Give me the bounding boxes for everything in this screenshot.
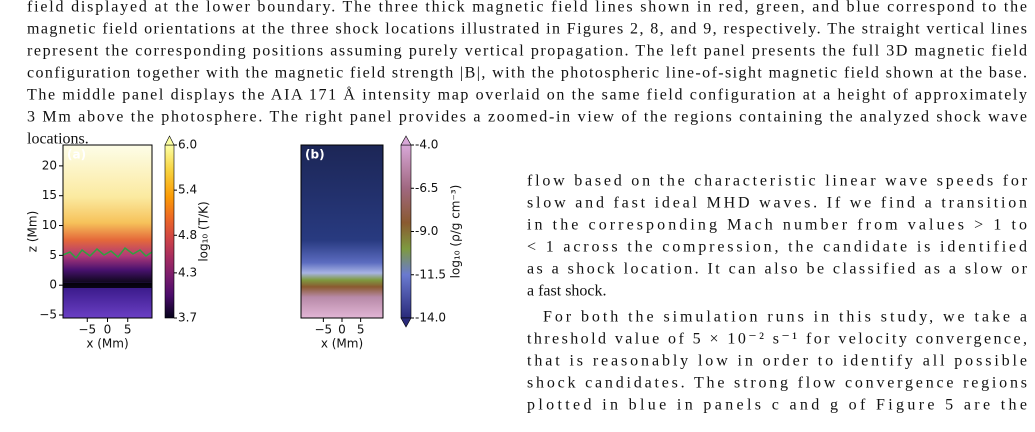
body-line: < 1 across the compression, the candidat… (527, 239, 1027, 256)
colorbar-tick-label: -9.0 (415, 224, 438, 238)
x-axis-label: x (Mm) (86, 337, 128, 351)
caption-line: 3 Mm above the photosphere. The right pa… (27, 109, 1027, 126)
body-line: shock candidates. The strong flow conver… (527, 375, 1027, 392)
x-tick-label: 5 (357, 323, 365, 337)
y-axis-label: z (Mm) (26, 211, 40, 253)
heatmap-band (63, 283, 152, 288)
colorbar-extend (400, 135, 412, 146)
body-line: threshold value of 5 × 10⁻² s⁻¹ for velo… (527, 331, 1027, 348)
body-line: a fast shock. (527, 283, 607, 300)
colorbar-tick-label: -14.0 (415, 311, 446, 325)
y-tick-label: 20 (42, 158, 57, 172)
y-tick-label: 0 (49, 278, 57, 292)
colorbar-label: log₁₀ (ρ/g cm⁻³) (449, 185, 463, 279)
y-tick-label: −5 (39, 308, 57, 322)
body-line: in the corresponding Mach number from va… (527, 217, 1027, 234)
colorbar-tick-label: 4.8 (178, 228, 197, 242)
heatmap-image (301, 145, 383, 318)
colorbar-tick-label: -4.0 (415, 138, 438, 152)
colorbar-tick-label: -6.5 (415, 181, 438, 195)
x-tick-label: 0 (338, 323, 346, 337)
body-line: plotted in blue in panels c and g of Fig… (527, 397, 1027, 414)
colorbar-tick-label: 6.0 (178, 138, 197, 152)
y-tick-label: 15 (42, 188, 57, 202)
body-line: flow based on the characteristic linear … (527, 173, 1028, 190)
x-tick-label: −5 (315, 323, 333, 337)
colorbar-tick-label: -11.5 (415, 267, 446, 281)
caption-line: represent the corresponding positions as… (27, 43, 1027, 60)
x-tick-label: −5 (78, 323, 96, 337)
body-line: as a shock location. It can also be clas… (527, 261, 1028, 278)
caption-line: configuration together with the magnetic… (27, 65, 1027, 82)
colorbar (400, 144, 412, 319)
colorbar-extend (164, 135, 175, 146)
colorbar-extend (400, 317, 412, 328)
colorbar-tick-label: 3.7 (178, 311, 197, 325)
y-tick-label: 10 (42, 218, 57, 232)
figure-caption: field displayed at the lower boundary. T… (27, 0, 1027, 148)
x-axis-label: x (Mm) (321, 337, 363, 351)
body-line: For both the simulation runs in this stu… (543, 309, 1027, 326)
y-tick-label: 5 (49, 248, 57, 262)
body-text: flow based on the characteristic linear … (527, 173, 1028, 414)
body-line: slow and fast ideal MHD waves. If we fin… (527, 195, 1027, 212)
x-tick-label: 0 (104, 323, 112, 337)
caption-line: magnetic field orientations at the three… (27, 21, 1027, 38)
colorbar-tick-label: 5.4 (178, 183, 197, 197)
heatmap-image (63, 145, 152, 318)
x-tick-label: 5 (124, 323, 132, 337)
colorbar (164, 144, 175, 319)
caption-line: The middle panel displays the AIA 171 Å … (27, 86, 1027, 104)
body-line: that is reasonably low in order to ident… (527, 353, 1027, 370)
panel-label: (a) (67, 148, 86, 162)
colorbar-label: log₁₀ (T/K) (197, 201, 211, 261)
contour-line (62, 246, 153, 260)
panel-label: (b) (305, 148, 325, 162)
caption-line: locations. (27, 131, 89, 148)
caption-line: field displayed at the lower boundary. T… (27, 0, 1027, 16)
colorbar-tick-label: 4.3 (178, 265, 197, 279)
